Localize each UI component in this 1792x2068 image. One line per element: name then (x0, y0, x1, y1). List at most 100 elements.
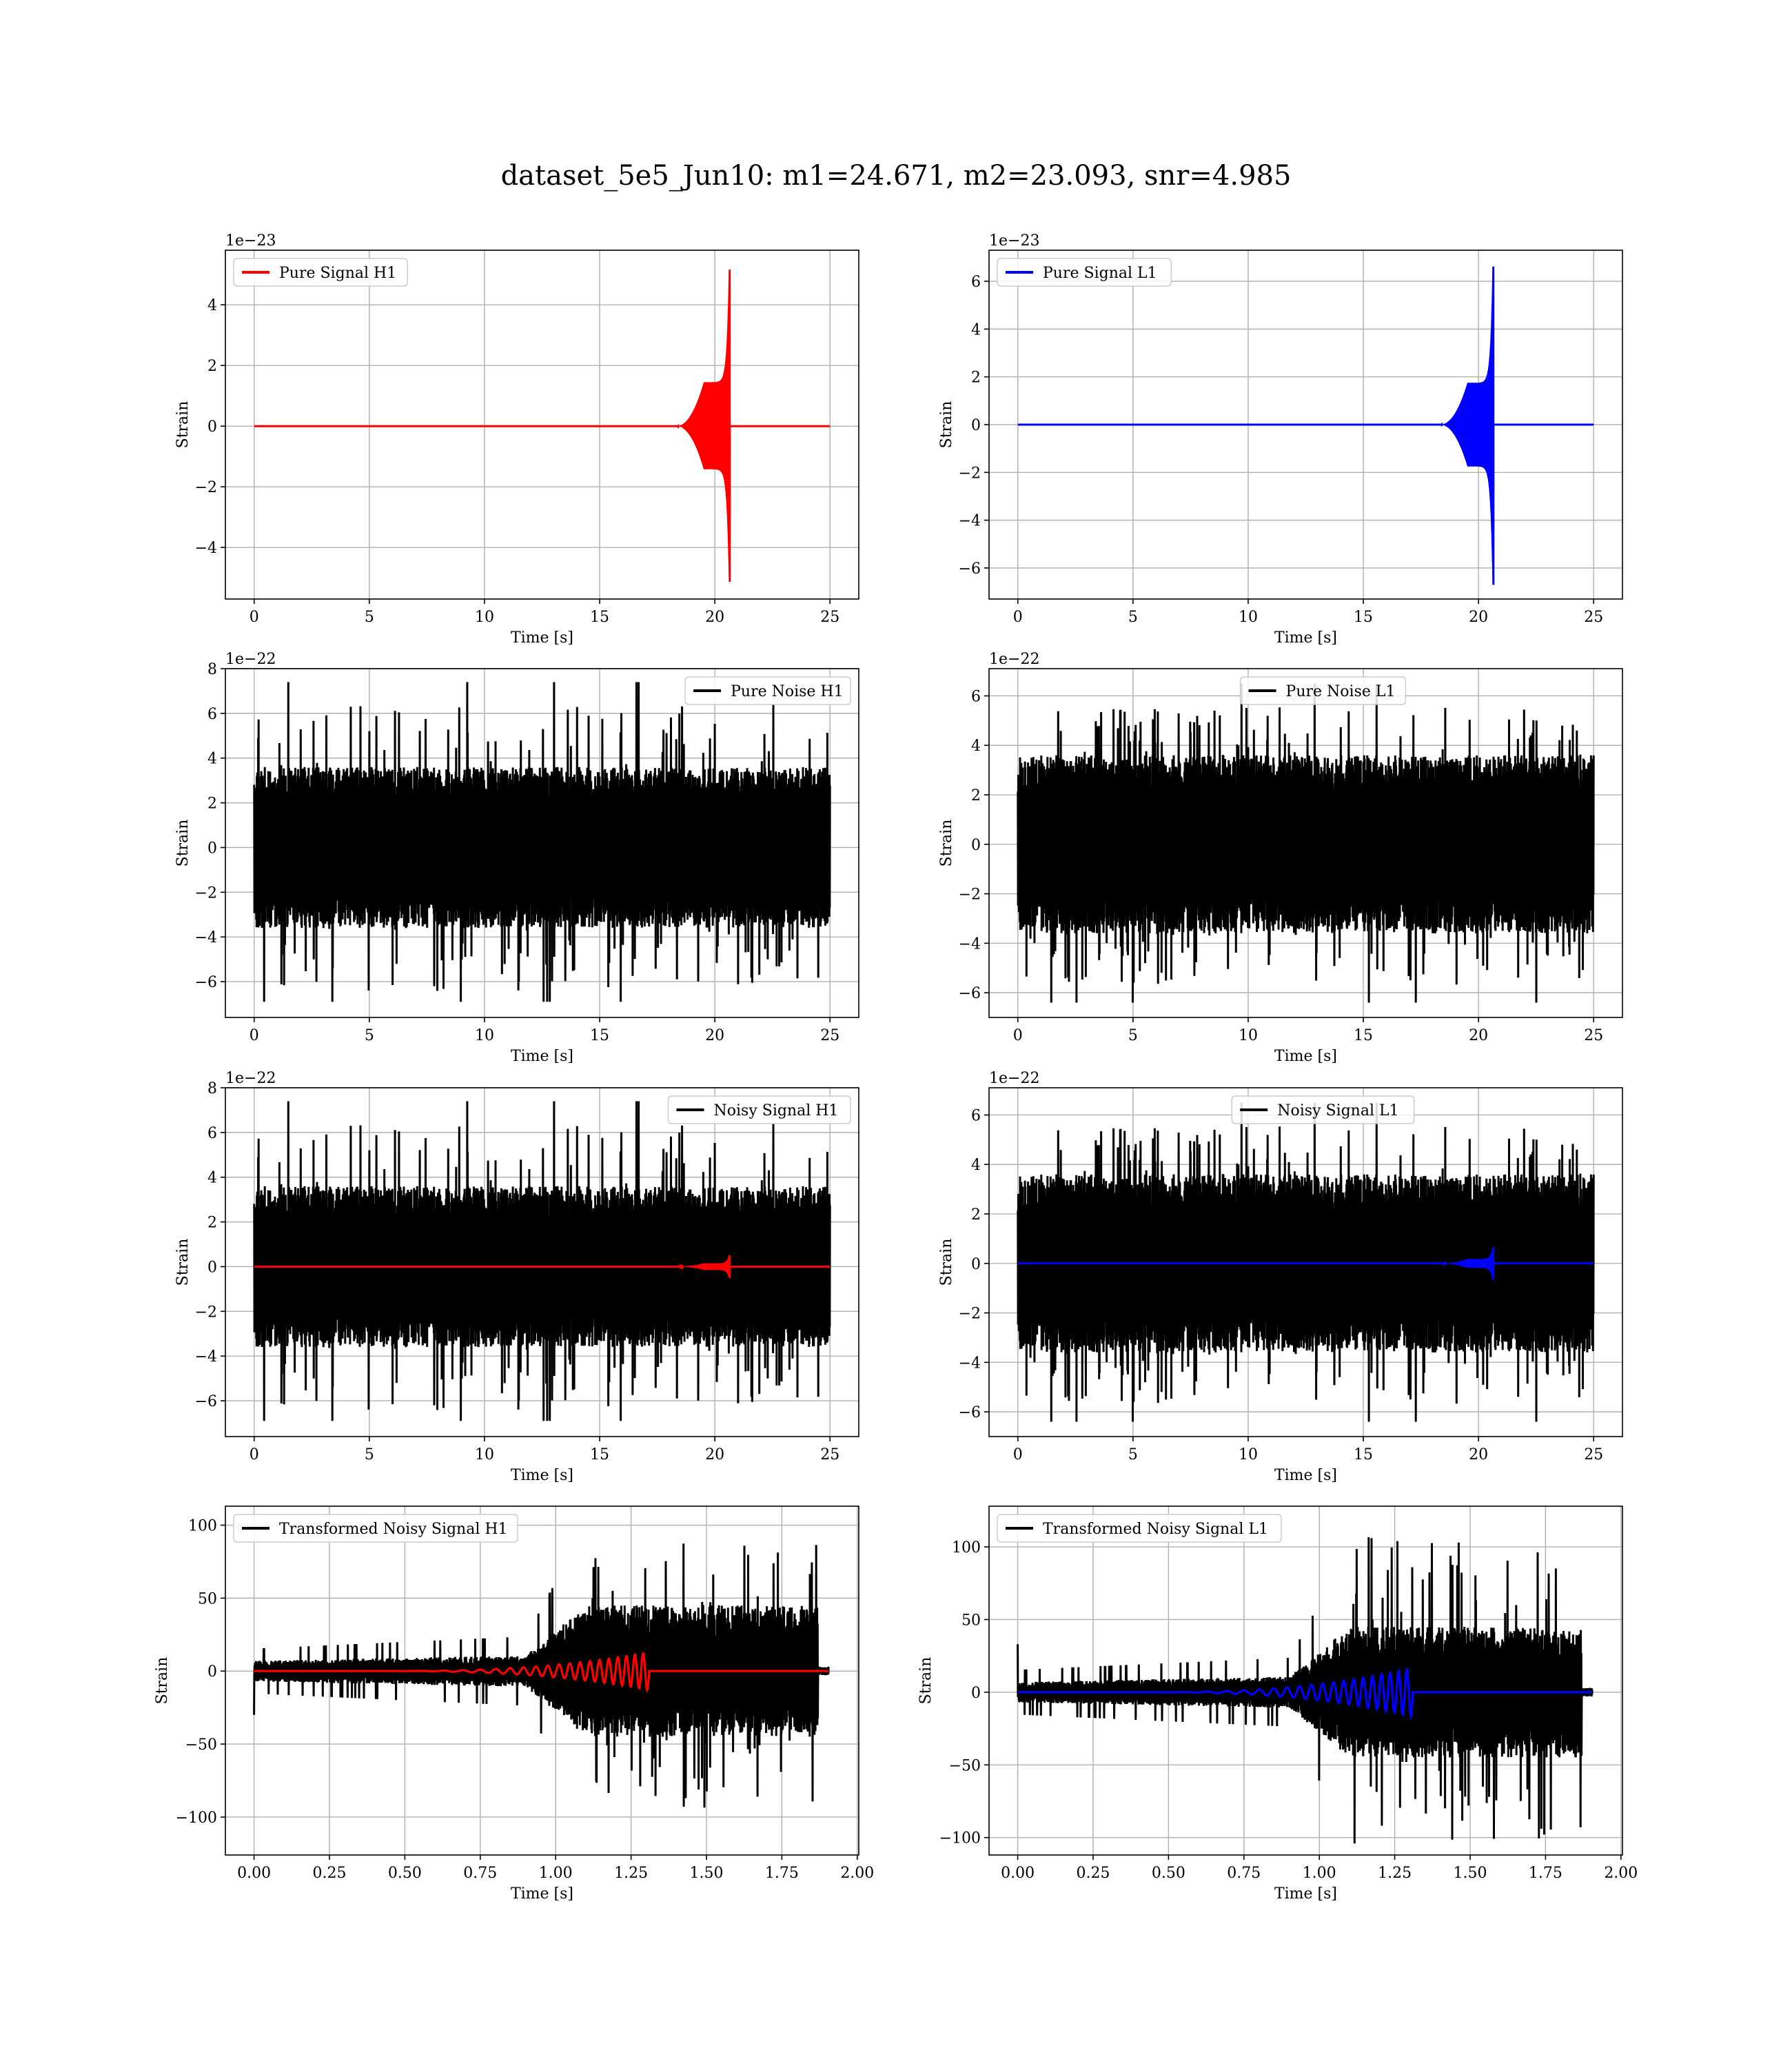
y-tick-label: 4 (971, 738, 981, 755)
y-axis-label: Strain (917, 1657, 935, 1705)
y-tick-label: −50 (949, 1757, 981, 1774)
y-axis-label: Strain (938, 820, 955, 867)
legend-entry: Pure Noise H1 (731, 683, 844, 700)
panel-3: 0 5 10 15 20 25 −6 −4 −2 0 2 4 6 8 Time [s] Strain 1e−22… (174, 651, 859, 1065)
x-tick-label: 20 (1469, 1027, 1488, 1044)
series-line-2 (1017, 1667, 1593, 1721)
y-tick-label: −4 (195, 540, 217, 557)
y-tick-label: 0 (971, 1256, 981, 1273)
y-tick-label: −4 (195, 1348, 217, 1366)
x-tick-label: 0 (250, 609, 259, 626)
x-tick-label: 15 (1354, 1027, 1373, 1044)
panel-5: 0 5 10 15 20 25 −6 −4 −2 0 2 4 6 8 Time [s] Strain 1e−22… (174, 1070, 859, 1484)
x-tick-label: 15 (590, 1027, 609, 1044)
legend-box (1239, 676, 1407, 705)
panel-4: 0 5 10 15 20 25 −6 −4 −2 0 2 4 6 Time [s] Strain 1e−22 P… (938, 651, 1623, 1065)
y-tick-label: −2 (195, 884, 217, 902)
y-tick-label: −100 (939, 1830, 981, 1847)
panel-7: 0.00 0.25 0.50 0.75 1.00 1.25 1.50 1.75 2.00 −100… (154, 1506, 874, 1903)
y-tick-label: −6 (959, 985, 981, 1002)
plot-area (253, 682, 831, 1002)
x-tick-label: 20 (1469, 1446, 1488, 1463)
y-tick-label: −6 (195, 974, 217, 991)
x-tick-label: 0.00 (237, 1865, 271, 1882)
y-tick-label: 4 (207, 297, 217, 314)
legend: Pure Noise H1 (684, 676, 851, 705)
series-line-2 (254, 1652, 829, 1693)
y-tick-label: −50 (185, 1736, 217, 1754)
y-tick-label: 100 (188, 1518, 217, 1535)
axes-frame (225, 1087, 859, 1437)
y-tick-label: −2 (195, 1304, 217, 1321)
plot-area (253, 1543, 830, 1808)
x-tick-label: 5 (365, 609, 374, 626)
x-tick-label: 1.25 (614, 1865, 648, 1882)
y-tick-label: −100 (176, 1810, 217, 1827)
series-line-1 (253, 1101, 831, 1421)
series-line-2 (254, 1255, 831, 1279)
x-tick-label: 15 (590, 609, 609, 626)
x-tick-label: 0 (1013, 609, 1023, 626)
x-tick-label: 1.75 (1529, 1865, 1562, 1882)
x-tick-label: 25 (1584, 1446, 1603, 1463)
x-tick-label: 2.00 (1604, 1865, 1638, 1882)
y-tick-label: 6 (971, 1107, 981, 1124)
x-tick-label: 5 (1128, 1446, 1138, 1463)
x-tick-label: 5 (1128, 1027, 1138, 1044)
x-axis-label: Time [s] (1274, 629, 1337, 647)
y-tick-label: −4 (959, 513, 981, 530)
y-tick-label: 0 (207, 418, 217, 436)
y-tick-label: 2 (207, 795, 217, 813)
x-tick-label: 10 (475, 1446, 494, 1463)
legend-box (684, 676, 851, 705)
x-tick-label: 10 (475, 609, 494, 626)
series-line-2 (1017, 1246, 1594, 1280)
legend: Pure Signal L1 (997, 258, 1172, 287)
grid (225, 250, 859, 599)
y-tick-label: −2 (959, 886, 981, 904)
legend-entry: Pure Signal H1 (279, 265, 396, 282)
axes-frame (225, 668, 859, 1018)
series-line-1 (1017, 266, 1594, 585)
y-axis-label: Strain (938, 401, 955, 449)
series-line-1 (254, 270, 831, 582)
y-tick-label: −6 (195, 1393, 217, 1410)
y-tick-label: 6 (207, 1125, 217, 1142)
x-tick-label: 25 (820, 1027, 839, 1044)
axis-offset-label: 1e−23 (225, 232, 276, 250)
x-tick-label: 15 (590, 1446, 609, 1463)
legend: Pure Noise L1 (1239, 676, 1407, 705)
y-tick-label: 2 (971, 369, 981, 387)
y-tick-label: 2 (971, 1206, 981, 1224)
y-tick-label: 0 (207, 1259, 217, 1276)
y-tick-label: 4 (207, 1170, 217, 1187)
legend-entry: Pure Signal L1 (1043, 265, 1157, 282)
x-tick-label: 0.50 (1152, 1865, 1185, 1882)
x-tick-label: 1.50 (690, 1865, 724, 1882)
axis-offset-label: 1e−22 (989, 1070, 1039, 1087)
x-tick-label: 0.50 (388, 1865, 422, 1882)
x-tick-label: 10 (1239, 609, 1258, 626)
y-axis-label: Strain (174, 820, 192, 867)
y-axis-label: Strain (174, 1239, 192, 1286)
series-line-1 (253, 1543, 830, 1808)
x-tick-label: 2.00 (840, 1865, 874, 1882)
y-tick-label: 4 (207, 751, 217, 768)
y-tick-label: 100 (952, 1539, 981, 1557)
legend-box (1231, 1095, 1415, 1124)
series-line-1 (1017, 683, 1595, 1003)
legend: Transformed Noisy Signal H1 (233, 1514, 518, 1543)
x-axis-label: Time [s] (1274, 1048, 1337, 1065)
legend-entry: Noisy Signal H1 (714, 1102, 839, 1119)
plot-area (1017, 266, 1594, 585)
axes-frame (988, 668, 1623, 1018)
legend: Noisy Signal H1 (667, 1095, 851, 1124)
panel-2: 0 5 10 15 20 25 −6 −4 −2 0 2 4 6 Time [s] Strain 1e−23P… (938, 232, 1623, 647)
series-line-1 (253, 682, 831, 1002)
axis-offset-label: 1e−23 (989, 232, 1039, 250)
y-tick-label: 8 (207, 1080, 217, 1097)
axis-offset-label: 1e−22 (225, 1070, 276, 1087)
y-tick-label: 2 (207, 358, 217, 375)
legend-entry: Transformed Noisy Signal H1 (279, 1521, 508, 1538)
